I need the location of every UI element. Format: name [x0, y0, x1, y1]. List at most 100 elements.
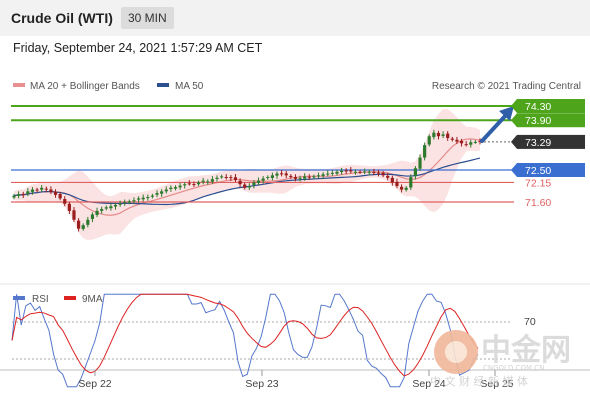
level-tag-73.90: 73.90: [525, 115, 551, 127]
candle-body: [280, 173, 284, 175]
candle-body: [72, 210, 76, 220]
candle-body: [164, 189, 168, 192]
candle-body: [63, 199, 67, 204]
candle-body: [155, 193, 159, 195]
watermark-tagline: 中 文 财 经 新 媒 体: [430, 374, 528, 388]
candle-body: [30, 189, 35, 192]
candle-body: [44, 188, 48, 190]
candle-body: [233, 177, 238, 180]
legend-rsi: RSI: [32, 294, 49, 305]
candle-body: [206, 181, 210, 183]
level-tag-bg-73.90: [517, 113, 585, 128]
candle-body: [252, 182, 256, 186]
chart-header: Crude Oil (WTI) 30 MIN: [0, 0, 590, 36]
candle-body: [358, 171, 362, 173]
candle-body: [100, 209, 104, 211]
candle-body: [413, 168, 418, 177]
candle-body: [256, 180, 261, 184]
candle-body: [335, 171, 339, 174]
candle-body: [404, 187, 408, 190]
legend-ma20: MA 20 + Bollinger Bands: [30, 81, 140, 92]
x-tick-sep23: Sep 23: [245, 378, 278, 390]
candle-body: [455, 139, 459, 142]
level-tag-72.15: 72.15: [525, 177, 551, 189]
candle-body: [21, 193, 25, 195]
candle-body: [90, 214, 95, 219]
x-tick-sep24: Sep 24: [412, 378, 445, 390]
candle-body: [330, 172, 334, 174]
candle-body: [381, 172, 385, 176]
candle-body: [423, 145, 427, 158]
legend-ma50: MA 50: [175, 81, 204, 92]
candle-body: [220, 176, 224, 178]
level-tag-pointer-72.50: [511, 163, 517, 177]
candle-body: [363, 171, 367, 173]
candle-body: [266, 177, 270, 179]
candle-body: [312, 176, 316, 178]
bollinger-band-area: [14, 108, 480, 241]
candle-body: [169, 187, 173, 189]
candle-body: [326, 173, 330, 175]
candle-body: [395, 181, 399, 186]
candle-body: [298, 177, 302, 179]
candle-body: [316, 175, 321, 177]
candle-body: [409, 177, 413, 188]
candle-body: [215, 177, 219, 179]
candle-body: [196, 182, 201, 185]
candle-body: [275, 173, 279, 176]
candle-body: [146, 197, 150, 199]
candle-body: [372, 172, 376, 174]
candle-body: [49, 189, 53, 193]
candle-body: [289, 175, 293, 178]
candle-body: [26, 191, 30, 195]
candle-body: [150, 195, 155, 197]
level-tag-bg-72.50: [517, 163, 585, 177]
candle-body: [58, 194, 62, 199]
candle-body: [81, 225, 85, 229]
candle-body: [243, 184, 247, 188]
candle-body: [261, 178, 265, 181]
candle-body: [187, 183, 191, 185]
interval-badge[interactable]: 30 MIN: [121, 7, 174, 29]
rsi-line: [11, 293, 479, 388]
x-tick-sep22: Sep 22: [78, 378, 111, 390]
candle-body: [270, 175, 274, 178]
candle-body: [17, 194, 21, 196]
candle-body: [353, 171, 358, 173]
candle-body: [436, 132, 441, 137]
legend-ma20-swatch: [13, 83, 25, 87]
level-tag-pointer-74.30: [511, 99, 517, 113]
candle-body: [118, 203, 122, 205]
candle-body: [450, 138, 454, 140]
rsi-9ma-line: [11, 293, 479, 377]
candle-body: [321, 174, 325, 176]
candle-body: [201, 180, 205, 182]
candle-body: [441, 134, 445, 136]
candle-body: [390, 177, 394, 183]
candle-body: [113, 204, 118, 207]
candle-body: [399, 186, 404, 190]
candle-body: [136, 198, 141, 200]
candle-body: [53, 191, 58, 195]
chart-title: Crude Oil (WTI): [11, 10, 113, 26]
candle-body: [307, 176, 311, 178]
candle-body: [141, 197, 145, 200]
candle-body: [210, 179, 214, 182]
candle-body: [344, 170, 348, 172]
level-tag-bg-74.30: [517, 99, 585, 113]
candle-body: [349, 170, 353, 172]
candle-body: [376, 172, 381, 174]
candle-body: [104, 207, 108, 209]
candle-body: [427, 136, 431, 145]
candle-body: [183, 184, 187, 186]
level-tag-pointer-73.29: [511, 134, 517, 149]
candle-body: [76, 220, 81, 229]
candle-body: [192, 184, 196, 186]
watermark-name: 中金网: [481, 333, 571, 368]
candle-body: [284, 173, 288, 176]
candle-body: [67, 203, 71, 211]
candle-body: [238, 180, 242, 185]
source-credit: Research © 2021 Trading Central: [432, 81, 581, 92]
